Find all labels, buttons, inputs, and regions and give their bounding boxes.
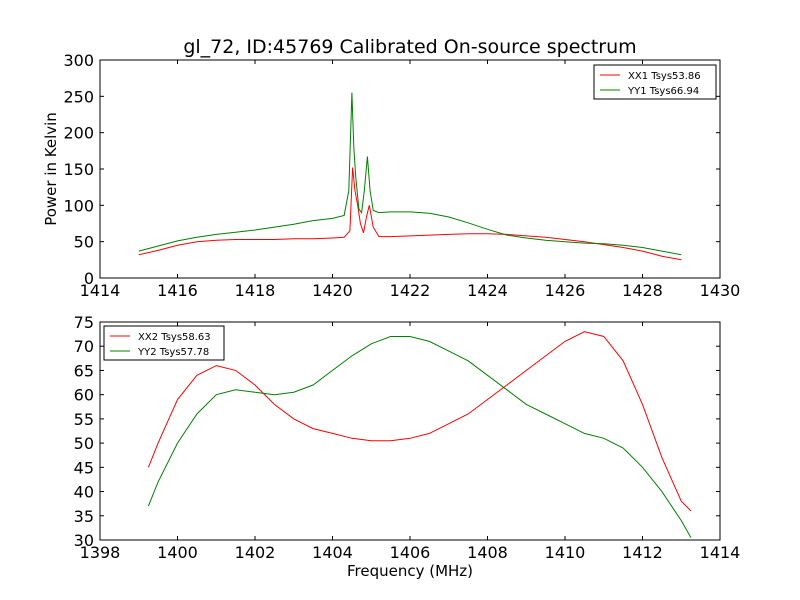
chart-title: gl_72, ID:45769 Calibrated On-source spe… <box>183 36 636 58</box>
bottom-x-tick-label: 1404 <box>312 543 353 562</box>
bottom-panel: 1398 1400 1402 1404 1406 1408 1410 1412 1414 30 35… <box>74 313 741 562</box>
bottom-y-tick-label: 30 <box>74 531 94 550</box>
bottom-x-tick-label: 1400 <box>157 543 198 562</box>
top-legend-label-2: YY1 Tsys66.94 <box>627 86 699 97</box>
bottom-y-tick-label: 55 <box>74 410 94 429</box>
top-y-tick-label: 50 <box>74 233 94 252</box>
top-x-tick-label: 1426 <box>545 281 586 300</box>
top-legend-label-1: XX1 Tsys53.86 <box>628 71 701 82</box>
bottom-x-tick-label: 1414 <box>700 543 741 562</box>
top-x-tick-label: 1424 <box>467 281 508 300</box>
bottom-y-tick-label: 40 <box>74 483 94 502</box>
bottom-y-tick-label: 45 <box>74 458 94 477</box>
bottom-y-tick-label: 75 <box>74 313 94 332</box>
bottom-series-line-2 <box>147 336 692 538</box>
bottom-y-tick-label: 60 <box>74 386 94 405</box>
top-y-tick-label: 100 <box>63 196 94 215</box>
top-x-tick-label: 1430 <box>700 281 741 300</box>
top-x-tick-label: 1422 <box>390 281 431 300</box>
top-y-tick-label: 300 <box>63 51 94 70</box>
top-legend-box <box>593 64 717 100</box>
top-x-tick-label: 1414 <box>80 281 121 300</box>
bottom-x-tick-label: 1402 <box>235 543 276 562</box>
y-axis-label-top: Power in Kelvin <box>42 112 60 226</box>
bottom-y-tick-label: 50 <box>74 434 94 453</box>
bottom-x-tick-label: 1408 <box>467 543 508 562</box>
bottom-x-tick-label: 1412 <box>622 543 663 562</box>
bottom-series-line-1 <box>147 331 692 512</box>
bottom-x-tick-label: 1410 <box>545 543 586 562</box>
bottom-x-tick-label: 1398 <box>80 543 121 562</box>
top-x-tick-label: 1416 <box>157 281 198 300</box>
x-axis-label-bottom: Frequency (MHz) <box>347 562 473 580</box>
top-y-tick-label: 200 <box>63 124 94 143</box>
top-series-line-2 <box>138 92 682 256</box>
top-x-tick-label: 1418 <box>235 281 276 300</box>
bottom-legend-label-1: XX2 Tsys58.63 <box>138 332 211 343</box>
bottom-y-tick-label: 35 <box>74 507 94 526</box>
top-y-tick-label: 150 <box>63 160 94 179</box>
top-y-tick-label: 250 <box>63 87 94 106</box>
bottom-y-tick-label: 70 <box>74 337 94 356</box>
bottom-legend-box <box>103 325 225 361</box>
bottom-legend-label-2: YY2 Tsys57.78 <box>137 347 209 358</box>
top-x-tick-label: 1420 <box>312 281 353 300</box>
top-series-line-1 <box>138 167 682 261</box>
top-x-tick-label: 1428 <box>622 281 663 300</box>
bottom-x-tick-label: 1406 <box>390 543 431 562</box>
bottom-y-tick-label: 65 <box>74 361 94 380</box>
top-panel: 1414 1416 1418 1420 1422 1424 1426 1428 1430 0 50 1… <box>63 51 740 300</box>
top-y-tick-label: 0 <box>84 269 94 288</box>
